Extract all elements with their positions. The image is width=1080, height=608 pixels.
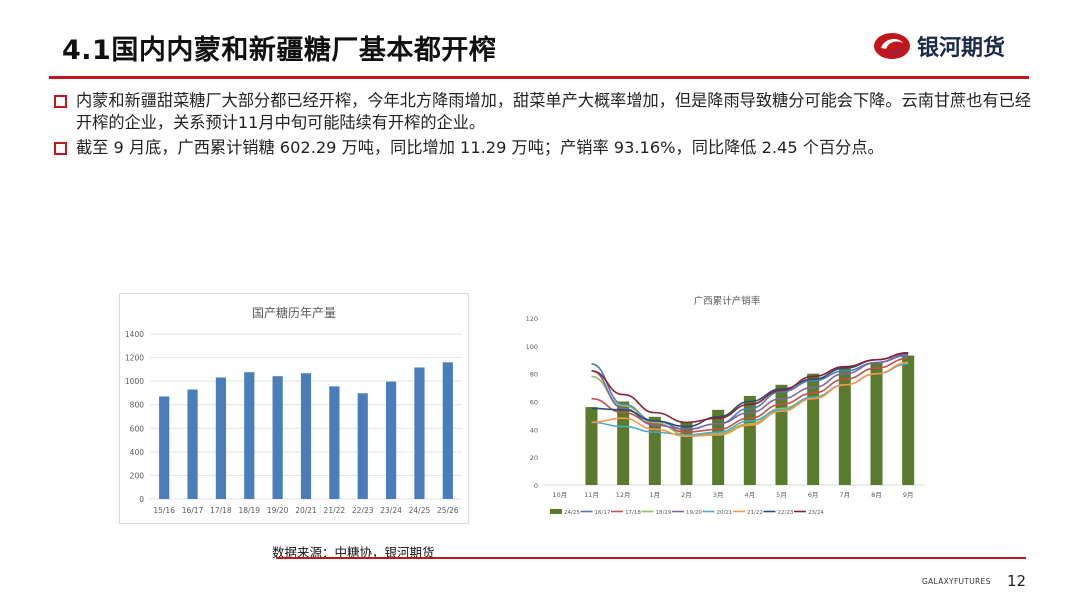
- bar: [870, 362, 883, 485]
- legend-label: 20/21: [717, 510, 733, 516]
- bar: [712, 409, 725, 485]
- x-tick-label: 9月: [903, 491, 914, 499]
- bar: [244, 372, 255, 499]
- x-tick-label: 25/26: [437, 506, 459, 515]
- bar: [329, 386, 340, 499]
- bullet-text: 截至 9 月底，广西累计销糖 602.29 万吨，同比增加 11.29 万吨；产…: [76, 138, 884, 157]
- bar: [159, 396, 170, 499]
- bar: [680, 422, 693, 485]
- x-tick-label: 19/20: [267, 506, 289, 515]
- x-tick-label: 5月: [776, 491, 787, 499]
- legend-label: 17/18: [625, 510, 641, 516]
- bar: [838, 366, 851, 485]
- bar: [385, 381, 397, 499]
- legend-swatch: [550, 509, 562, 514]
- x-tick-label: 22/23: [352, 506, 374, 515]
- y-tick-label: 40: [530, 426, 538, 434]
- galaxy-logo-icon: [874, 33, 910, 59]
- x-tick-label: 18/19: [238, 506, 260, 515]
- x-tick-label: 10月: [552, 491, 567, 499]
- galaxy-futures-logo: 银河期货: [873, 26, 1005, 66]
- x-tick-label: 23/24: [380, 506, 402, 515]
- y-tick-label: 120: [526, 315, 538, 323]
- bar: [272, 376, 283, 499]
- y-tick-label: 60: [530, 399, 538, 407]
- series-line: [591, 353, 909, 431]
- y-tick-label: 200: [130, 471, 145, 480]
- bar: [585, 407, 598, 485]
- y-tick-label: 0: [139, 495, 144, 504]
- x-tick-label: 7月: [840, 491, 851, 499]
- bar: [617, 401, 630, 485]
- y-tick-label: 0: [534, 482, 538, 490]
- bar: [902, 355, 915, 485]
- page-number: 12: [1007, 572, 1027, 590]
- data-source: 数据来源：中糖协，银河期货: [272, 545, 435, 560]
- x-tick-label: 11月: [584, 491, 599, 499]
- bar: [357, 393, 368, 499]
- legend-label: 18/19: [656, 510, 672, 516]
- sugar-production-chart-svg: 国产糖历年产量 0 200 400 600 800 1000 1200 1400 15/16 16/…: [125, 305, 462, 515]
- y-tick-label: 20: [530, 454, 538, 462]
- bullet-text: 内蒙和新疆甜菜糖厂大部分都已经开榨，今年北方降雨增加，甜菜单产大概率增加，但是降…: [76, 91, 1032, 132]
- legend-label: 21/22: [747, 510, 763, 516]
- sugar-production-chart: 国产糖历年产量 0 200 400 600 800 1000 1200 1400 15/16 16/…: [119, 293, 469, 524]
- x-tick-label: 8月: [871, 491, 882, 499]
- bar: [187, 389, 198, 499]
- x-tick-label: 6月: [808, 491, 819, 499]
- bar: [648, 416, 661, 485]
- x-tick-label: 3月: [713, 491, 724, 499]
- y-tick-label: 1000: [125, 377, 144, 386]
- guangxi-sales-ratio-chart: 广西累计产销率 0 20 40 60 80 100 120 10月 11月 12月 1月 2月 3月 4月 5…: [522, 290, 932, 522]
- x-tick-label: 17/18: [210, 506, 232, 515]
- x-tick-label: 24/25: [409, 506, 431, 515]
- slide-title: 4.1国内内蒙和新疆糖厂基本都开榨: [62, 35, 497, 66]
- chart-title: 广西累计产销率: [694, 295, 761, 307]
- footer-brand: GALAXYFUTURES: [922, 577, 991, 586]
- x-tick-label: 12月: [616, 491, 631, 499]
- y-tick-label: 100: [526, 343, 538, 351]
- x-tick-label: 21/22: [324, 506, 346, 515]
- bar: [414, 367, 425, 499]
- legend-label: 23/24: [808, 510, 824, 516]
- legend-label: 22/23: [778, 510, 794, 516]
- logo-text: 银河期货: [917, 36, 1006, 61]
- x-tick-label: 20/21: [295, 506, 317, 515]
- bullet-marker-icon: [54, 95, 67, 108]
- legend-label: 16/17: [595, 510, 611, 516]
- legend-label: 24/25: [564, 510, 580, 516]
- y-tick-label: 800: [130, 401, 145, 410]
- y-tick-label: 80: [530, 371, 538, 379]
- footer-divider: [276, 557, 1026, 559]
- bullet-list: 内蒙和新疆甜菜糖厂大部分都已经开榨，今年北方降雨增加，甜菜单产大概率增加，但是降…: [54, 90, 1044, 162]
- x-tick-label: 4月: [745, 491, 756, 499]
- guangxi-sales-ratio-chart-svg: 广西累计产销率 0 20 40 60 80 100 120 10月 11月 12月 1月 2月 3月 4月 5…: [526, 295, 924, 516]
- bullet-marker-icon: [54, 142, 67, 155]
- x-tick-label: 15/16: [153, 506, 175, 515]
- bar: [807, 373, 820, 485]
- bar: [300, 373, 312, 499]
- bullet-item: 截至 9 月底，广西累计销糖 602.29 万吨，同比增加 11.29 万吨；产…: [54, 137, 1044, 159]
- chart-title: 国产糖历年产量: [252, 305, 336, 320]
- series-line: [591, 351, 909, 424]
- bar: [442, 362, 453, 499]
- y-tick-label: 1400: [125, 330, 144, 339]
- header-divider: [49, 76, 1029, 79]
- legend-label: 19/20: [686, 510, 702, 516]
- x-tick-label: 1月: [650, 491, 661, 499]
- series-line: [591, 361, 909, 438]
- series-line: [591, 354, 909, 431]
- bar: [215, 377, 227, 499]
- x-tick-label: 16/17: [182, 506, 204, 515]
- x-tick-label: 2月: [681, 491, 692, 499]
- y-tick-label: 400: [130, 448, 145, 457]
- bullet-item: 内蒙和新疆甜菜糖厂大部分都已经开榨，今年北方降雨增加，甜菜单产大概率增加，但是降…: [54, 90, 1044, 134]
- series-line: [591, 351, 909, 428]
- y-tick-label: 1200: [125, 354, 144, 363]
- y-tick-label: 600: [130, 424, 145, 433]
